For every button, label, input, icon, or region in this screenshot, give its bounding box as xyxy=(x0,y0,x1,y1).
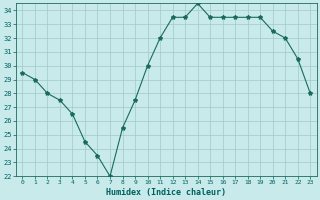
X-axis label: Humidex (Indice chaleur): Humidex (Indice chaleur) xyxy=(106,188,226,197)
